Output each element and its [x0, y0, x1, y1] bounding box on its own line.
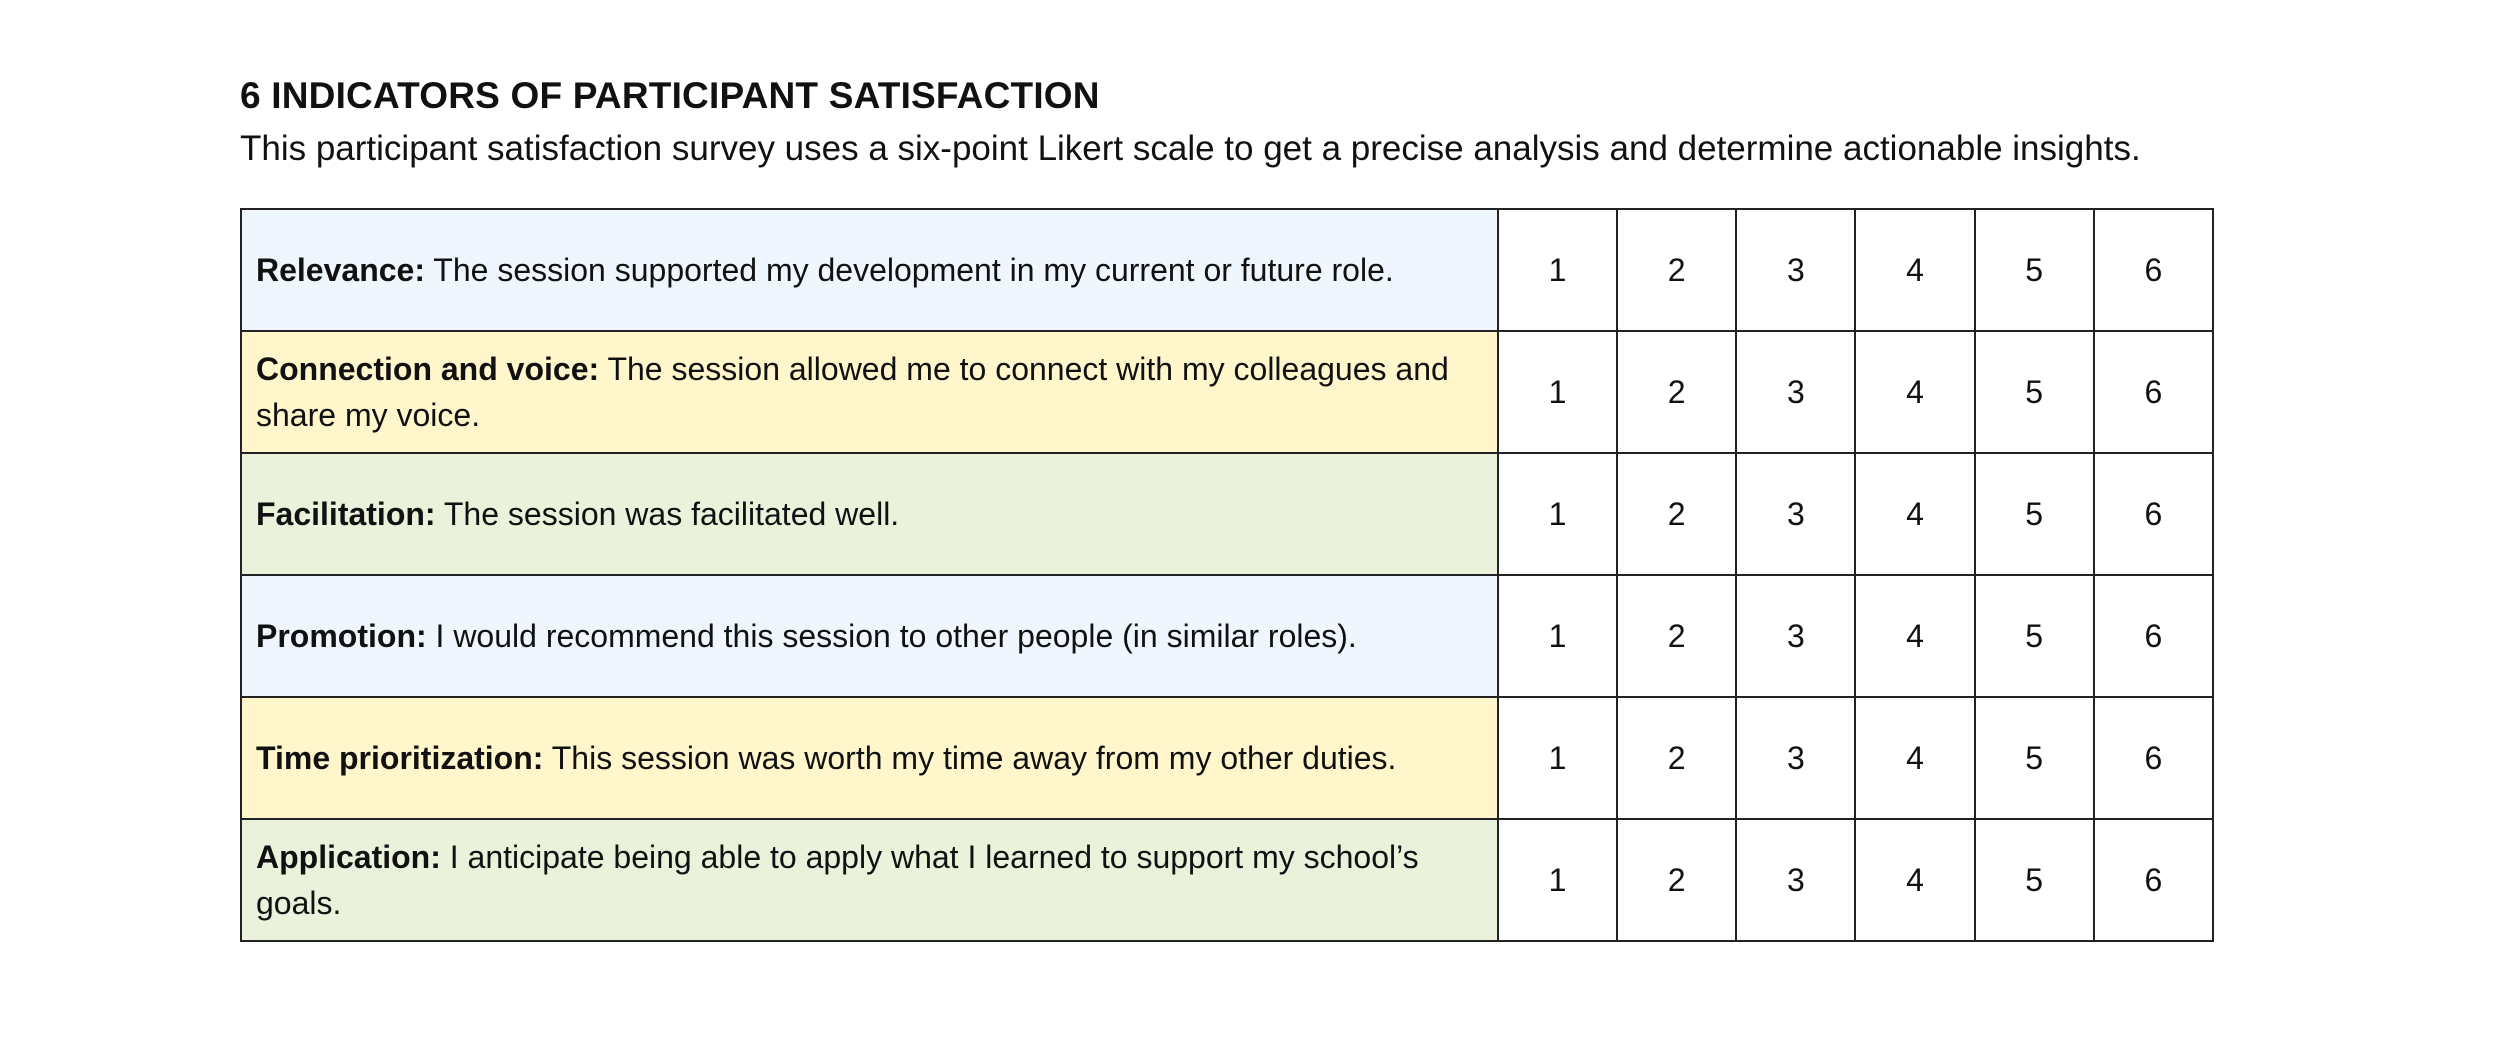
rating-option-6[interactable]: 6 — [2092, 330, 2215, 454]
rating-option-4[interactable]: 4 — [1854, 452, 1976, 576]
rating-option-6[interactable]: 6 — [2092, 696, 2215, 820]
rating-option-2[interactable]: 2 — [1616, 818, 1738, 942]
survey-page: 6 INDICATORS OF PARTICIPANT SATISFACTION… — [240, 72, 2240, 942]
rating-option-4[interactable]: 4 — [1854, 696, 1976, 820]
statement-label: Promotion: — [256, 618, 427, 654]
rating-option-6[interactable]: 6 — [2092, 208, 2215, 332]
page-title: 6 INDICATORS OF PARTICIPANT SATISFACTION — [240, 75, 1100, 116]
rating-option-2[interactable]: 2 — [1616, 452, 1738, 576]
rating-option-5[interactable]: 5 — [1973, 696, 2095, 820]
rating-option-1[interactable]: 1 — [1496, 696, 1619, 820]
rating-option-5[interactable]: 5 — [1973, 208, 2095, 332]
survey-row: Promotion: I would recommend this sessio… — [240, 574, 2215, 698]
rating-option-6[interactable]: 6 — [2092, 574, 2215, 698]
statement-label: Application: — [256, 839, 441, 875]
statement-label: Relevance: — [256, 252, 425, 288]
rating-option-6[interactable]: 6 — [2092, 818, 2215, 942]
statement-cell: Relevance: The session supported my deve… — [240, 208, 1499, 332]
statement-text: I would recommend this session to other … — [426, 618, 1357, 654]
rating-option-5[interactable]: 5 — [1973, 330, 2095, 454]
rating-option-5[interactable]: 5 — [1973, 574, 2095, 698]
statement-cell: Time prioritization: This session was wo… — [240, 696, 1499, 820]
statement-label: Facilitation: — [256, 496, 436, 532]
rating-option-4[interactable]: 4 — [1854, 330, 1976, 454]
rating-option-5[interactable]: 5 — [1973, 452, 2095, 576]
rating-option-3[interactable]: 3 — [1735, 574, 1857, 698]
rating-option-4[interactable]: 4 — [1854, 208, 1976, 332]
statement-text: This session was worth my time away from… — [543, 740, 1397, 776]
rating-option-1[interactable]: 1 — [1496, 452, 1619, 576]
rating-option-4[interactable]: 4 — [1854, 574, 1976, 698]
rating-option-2[interactable]: 2 — [1616, 696, 1738, 820]
survey-row: Connection and voice: The session allowe… — [240, 330, 2215, 454]
rating-option-3[interactable]: 3 — [1735, 208, 1857, 332]
statement-cell: Facilitation: The session was facilitate… — [240, 452, 1499, 576]
rating-option-3[interactable]: 3 — [1735, 696, 1857, 820]
rating-option-4[interactable]: 4 — [1854, 818, 1976, 942]
survey-row: Relevance: The session supported my deve… — [240, 208, 2215, 332]
survey-row: Facilitation: The session was facilitate… — [240, 452, 2215, 576]
rating-option-3[interactable]: 3 — [1735, 330, 1857, 454]
statement-text: The session was facilitated well. — [435, 496, 900, 532]
statement-text: I anticipate being able to apply what I … — [256, 839, 1419, 921]
page-subtitle: This participant satisfaction survey use… — [240, 129, 2141, 168]
rating-option-1[interactable]: 1 — [1496, 330, 1619, 454]
statement-text: The session allowed me to connect with m… — [256, 351, 1449, 433]
statement-cell: Application: I anticipate being able to … — [240, 818, 1499, 942]
rating-option-5[interactable]: 5 — [1973, 818, 2095, 942]
rating-option-2[interactable]: 2 — [1616, 330, 1738, 454]
statement-cell: Connection and voice: The session allowe… — [240, 330, 1499, 454]
statement-cell: Promotion: I would recommend this sessio… — [240, 574, 1499, 698]
survey-row: Application: I anticipate being able to … — [240, 818, 2215, 942]
rating-option-3[interactable]: 3 — [1735, 818, 1857, 942]
survey-row: Time prioritization: This session was wo… — [240, 696, 2215, 820]
rating-option-1[interactable]: 1 — [1496, 208, 1619, 332]
likert-table: Relevance: The session supported my deve… — [240, 208, 2215, 942]
rating-option-2[interactable]: 2 — [1616, 574, 1738, 698]
rating-option-2[interactable]: 2 — [1616, 208, 1738, 332]
rating-option-6[interactable]: 6 — [2092, 452, 2215, 576]
rating-option-3[interactable]: 3 — [1735, 452, 1857, 576]
rating-option-1[interactable]: 1 — [1496, 818, 1619, 942]
statement-text: The session supported my development in … — [424, 252, 1394, 288]
rating-option-1[interactable]: 1 — [1496, 574, 1619, 698]
statement-label: Time prioritization: — [256, 740, 544, 776]
statement-label: Connection and voice: — [256, 351, 600, 387]
